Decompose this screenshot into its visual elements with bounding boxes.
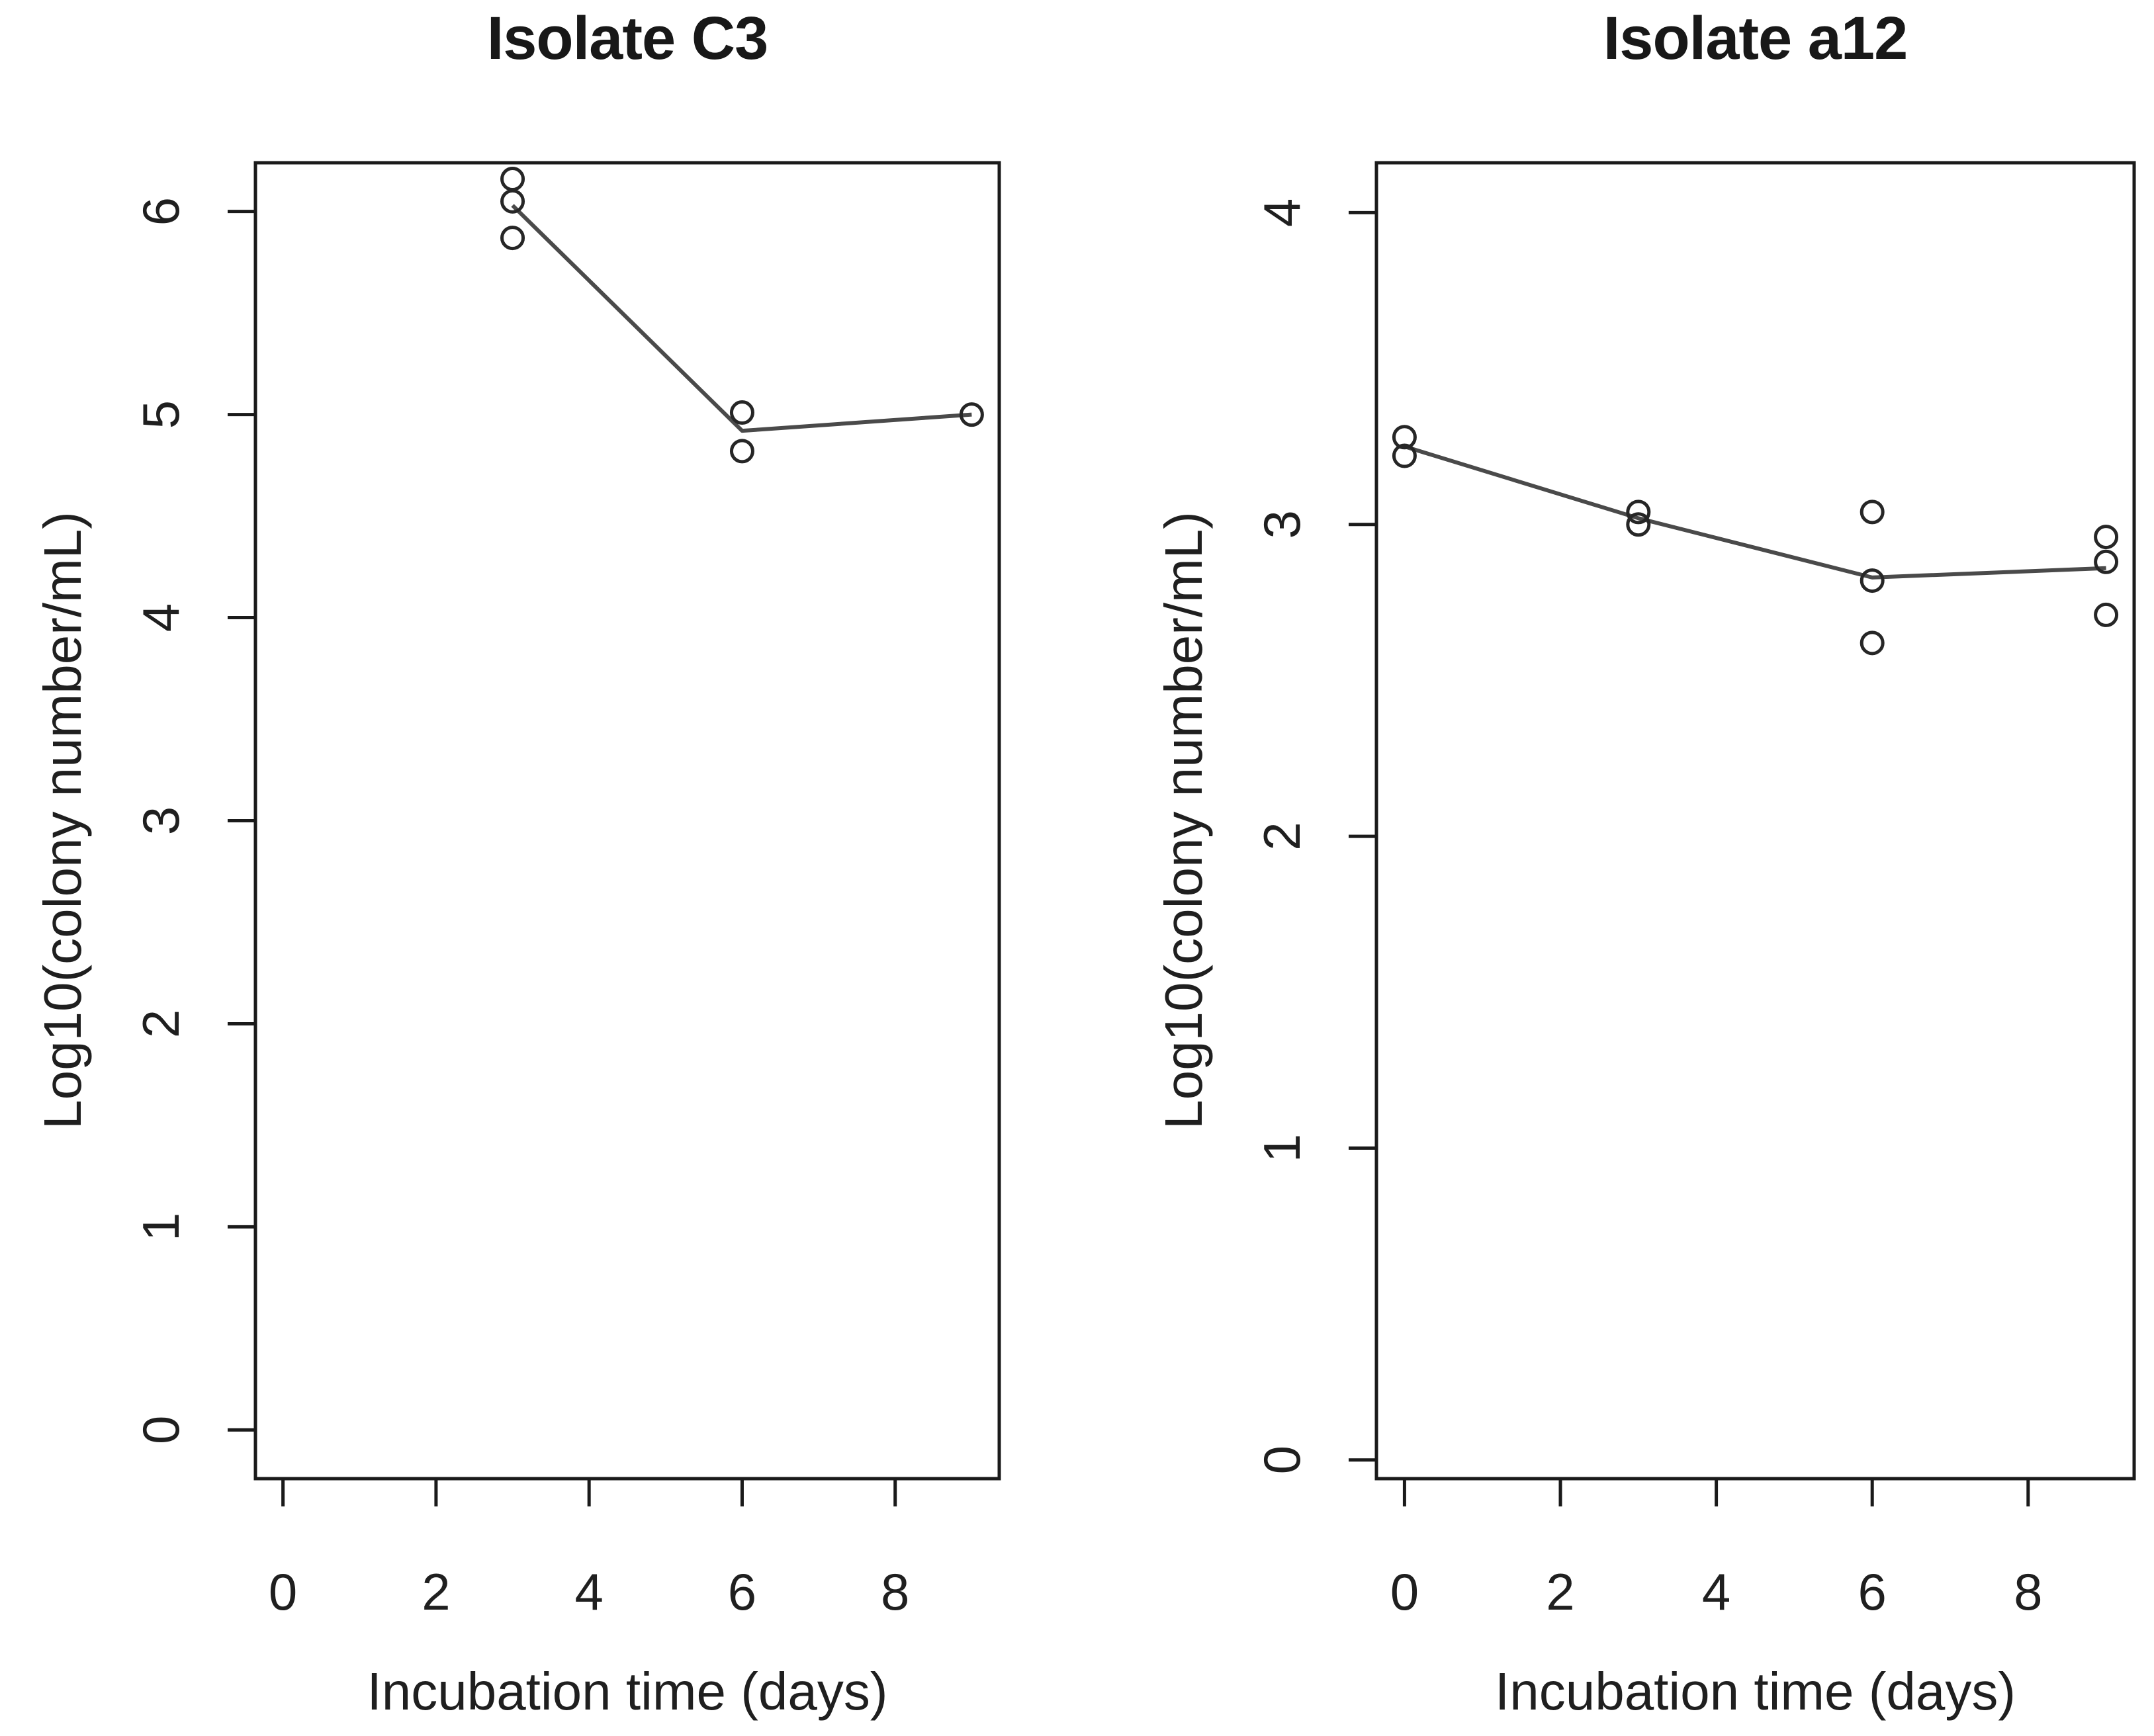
x-tick-label: 0: [269, 1563, 297, 1621]
x-tick-label: 0: [1390, 1563, 1419, 1621]
data-point: [1626, 499, 1651, 525]
data-point: [1392, 425, 1417, 450]
y-tick-label: 2: [132, 1010, 190, 1038]
data-point: [500, 167, 525, 192]
plot-box: [1374, 161, 2136, 1481]
x-tick-label: 8: [881, 1563, 909, 1621]
panel-title-isolate-c3: Isolate C3: [486, 5, 769, 72]
y-tick-label: 4: [1253, 198, 1311, 227]
data-point: [2094, 525, 2119, 550]
y-axis-label-left: Log10(colony number/mL): [33, 511, 92, 1129]
x-axis-label-right: Incubation time (days): [1494, 1662, 2016, 1721]
y-tick-label: 6: [132, 197, 190, 226]
x-tick-label: 2: [1546, 1563, 1574, 1621]
data-point: [2094, 602, 2119, 627]
plot-box: [253, 161, 1001, 1481]
y-tick-label: 3: [132, 806, 190, 835]
x-tick-label: 8: [2014, 1563, 2042, 1621]
mean-line: [1404, 445, 2106, 580]
data-point: [1860, 630, 1885, 656]
x-tick-label: 6: [1858, 1563, 1887, 1621]
y-tick-label: 0: [1253, 1446, 1311, 1474]
data-point: [1860, 568, 1885, 593]
x-axis-label-left: Incubation time (days): [367, 1662, 888, 1721]
x-tick-label: 6: [728, 1563, 756, 1621]
data-point: [729, 400, 754, 425]
y-tick-label: 2: [1253, 822, 1311, 850]
panel-title-isolate-a12: Isolate a12: [1603, 5, 1908, 72]
data-point: [729, 439, 754, 464]
data-point: [1860, 499, 1885, 525]
x-tick-label: 4: [574, 1563, 603, 1621]
y-tick-label: 1: [1253, 1134, 1311, 1162]
data-point: [1626, 512, 1651, 537]
data-point: [2094, 549, 2119, 574]
data-point: [500, 189, 525, 214]
data-point: [1392, 443, 1417, 468]
data-point: [959, 402, 984, 427]
y-axis-label-right: Log10(colony number/mL): [1154, 511, 1213, 1129]
y-tick-label: 0: [132, 1416, 190, 1444]
y-tick-label: 4: [132, 603, 190, 632]
x-tick-label: 2: [422, 1563, 450, 1621]
y-tick-label: 5: [132, 400, 190, 429]
y-tick-label: 1: [132, 1213, 190, 1241]
mean-line: [511, 204, 972, 433]
x-tick-label: 4: [1702, 1563, 1730, 1621]
data-point: [500, 226, 525, 251]
y-tick-label: 3: [1253, 510, 1311, 539]
